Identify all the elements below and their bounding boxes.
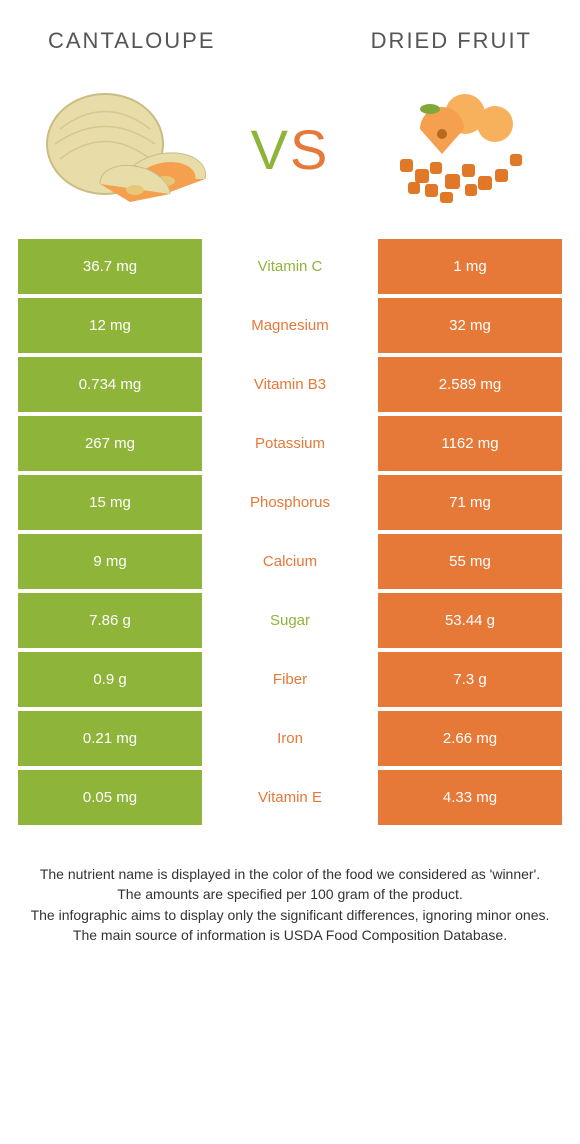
table-row: 7.86 gSugar53.44 g	[18, 593, 562, 648]
left-food-title: CANTALOUPE	[48, 28, 216, 54]
nutrient-table: 36.7 mgVitamin C1 mg12 mgMagnesium32 mg0…	[18, 239, 562, 825]
nutrient-name: Sugar	[202, 593, 378, 648]
table-row: 12 mgMagnesium32 mg	[18, 298, 562, 353]
nutrient-name: Magnesium	[202, 298, 378, 353]
nutrient-name: Potassium	[202, 416, 378, 471]
left-value: 7.86 g	[18, 593, 202, 648]
right-value: 32 mg	[378, 298, 562, 353]
right-value: 1 mg	[378, 239, 562, 294]
right-value: 7.3 g	[378, 652, 562, 707]
right-value: 1162 mg	[378, 416, 562, 471]
nutrient-name: Iron	[202, 711, 378, 766]
vs-label: VS	[251, 117, 330, 182]
footer-line: The nutrient name is displayed in the co…	[28, 864, 552, 884]
left-value: 0.05 mg	[18, 770, 202, 825]
table-row: 0.05 mgVitamin E4.33 mg	[18, 770, 562, 825]
right-value: 4.33 mg	[378, 770, 562, 825]
nutrient-name: Fiber	[202, 652, 378, 707]
header: CANTALOUPE DRIED FRUIT	[0, 0, 580, 64]
left-value: 0.734 mg	[18, 357, 202, 412]
footer-line: The amounts are specified per 100 gram o…	[28, 884, 552, 904]
table-row: 0.9 gFiber7.3 g	[18, 652, 562, 707]
right-value: 53.44 g	[378, 593, 562, 648]
hero-row: VS	[0, 64, 580, 239]
cantaloupe-image	[40, 84, 210, 214]
right-food-title: DRIED FRUIT	[371, 28, 532, 54]
nutrient-name: Phosphorus	[202, 475, 378, 530]
nutrient-name: Vitamin B3	[202, 357, 378, 412]
footer-line: The infographic aims to display only the…	[28, 905, 552, 925]
left-value: 0.9 g	[18, 652, 202, 707]
table-row: 9 mgCalcium55 mg	[18, 534, 562, 589]
left-value: 267 mg	[18, 416, 202, 471]
left-value: 0.21 mg	[18, 711, 202, 766]
table-row: 0.734 mgVitamin B32.589 mg	[18, 357, 562, 412]
footer-notes: The nutrient name is displayed in the co…	[0, 829, 580, 945]
right-value: 55 mg	[378, 534, 562, 589]
footer-line: The main source of information is USDA F…	[28, 925, 552, 945]
nutrient-name: Vitamin E	[202, 770, 378, 825]
table-row: 15 mgPhosphorus71 mg	[18, 475, 562, 530]
table-row: 267 mgPotassium1162 mg	[18, 416, 562, 471]
left-value: 9 mg	[18, 534, 202, 589]
vs-v: V	[251, 118, 290, 181]
right-value: 71 mg	[378, 475, 562, 530]
nutrient-name: Vitamin C	[202, 239, 378, 294]
vs-s: S	[290, 118, 329, 181]
left-value: 15 mg	[18, 475, 202, 530]
left-value: 36.7 mg	[18, 239, 202, 294]
nutrient-name: Calcium	[202, 534, 378, 589]
table-row: 36.7 mgVitamin C1 mg	[18, 239, 562, 294]
right-value: 2.589 mg	[378, 357, 562, 412]
left-value: 12 mg	[18, 298, 202, 353]
right-value: 2.66 mg	[378, 711, 562, 766]
dried-fruit-image	[370, 84, 540, 214]
table-row: 0.21 mgIron2.66 mg	[18, 711, 562, 766]
